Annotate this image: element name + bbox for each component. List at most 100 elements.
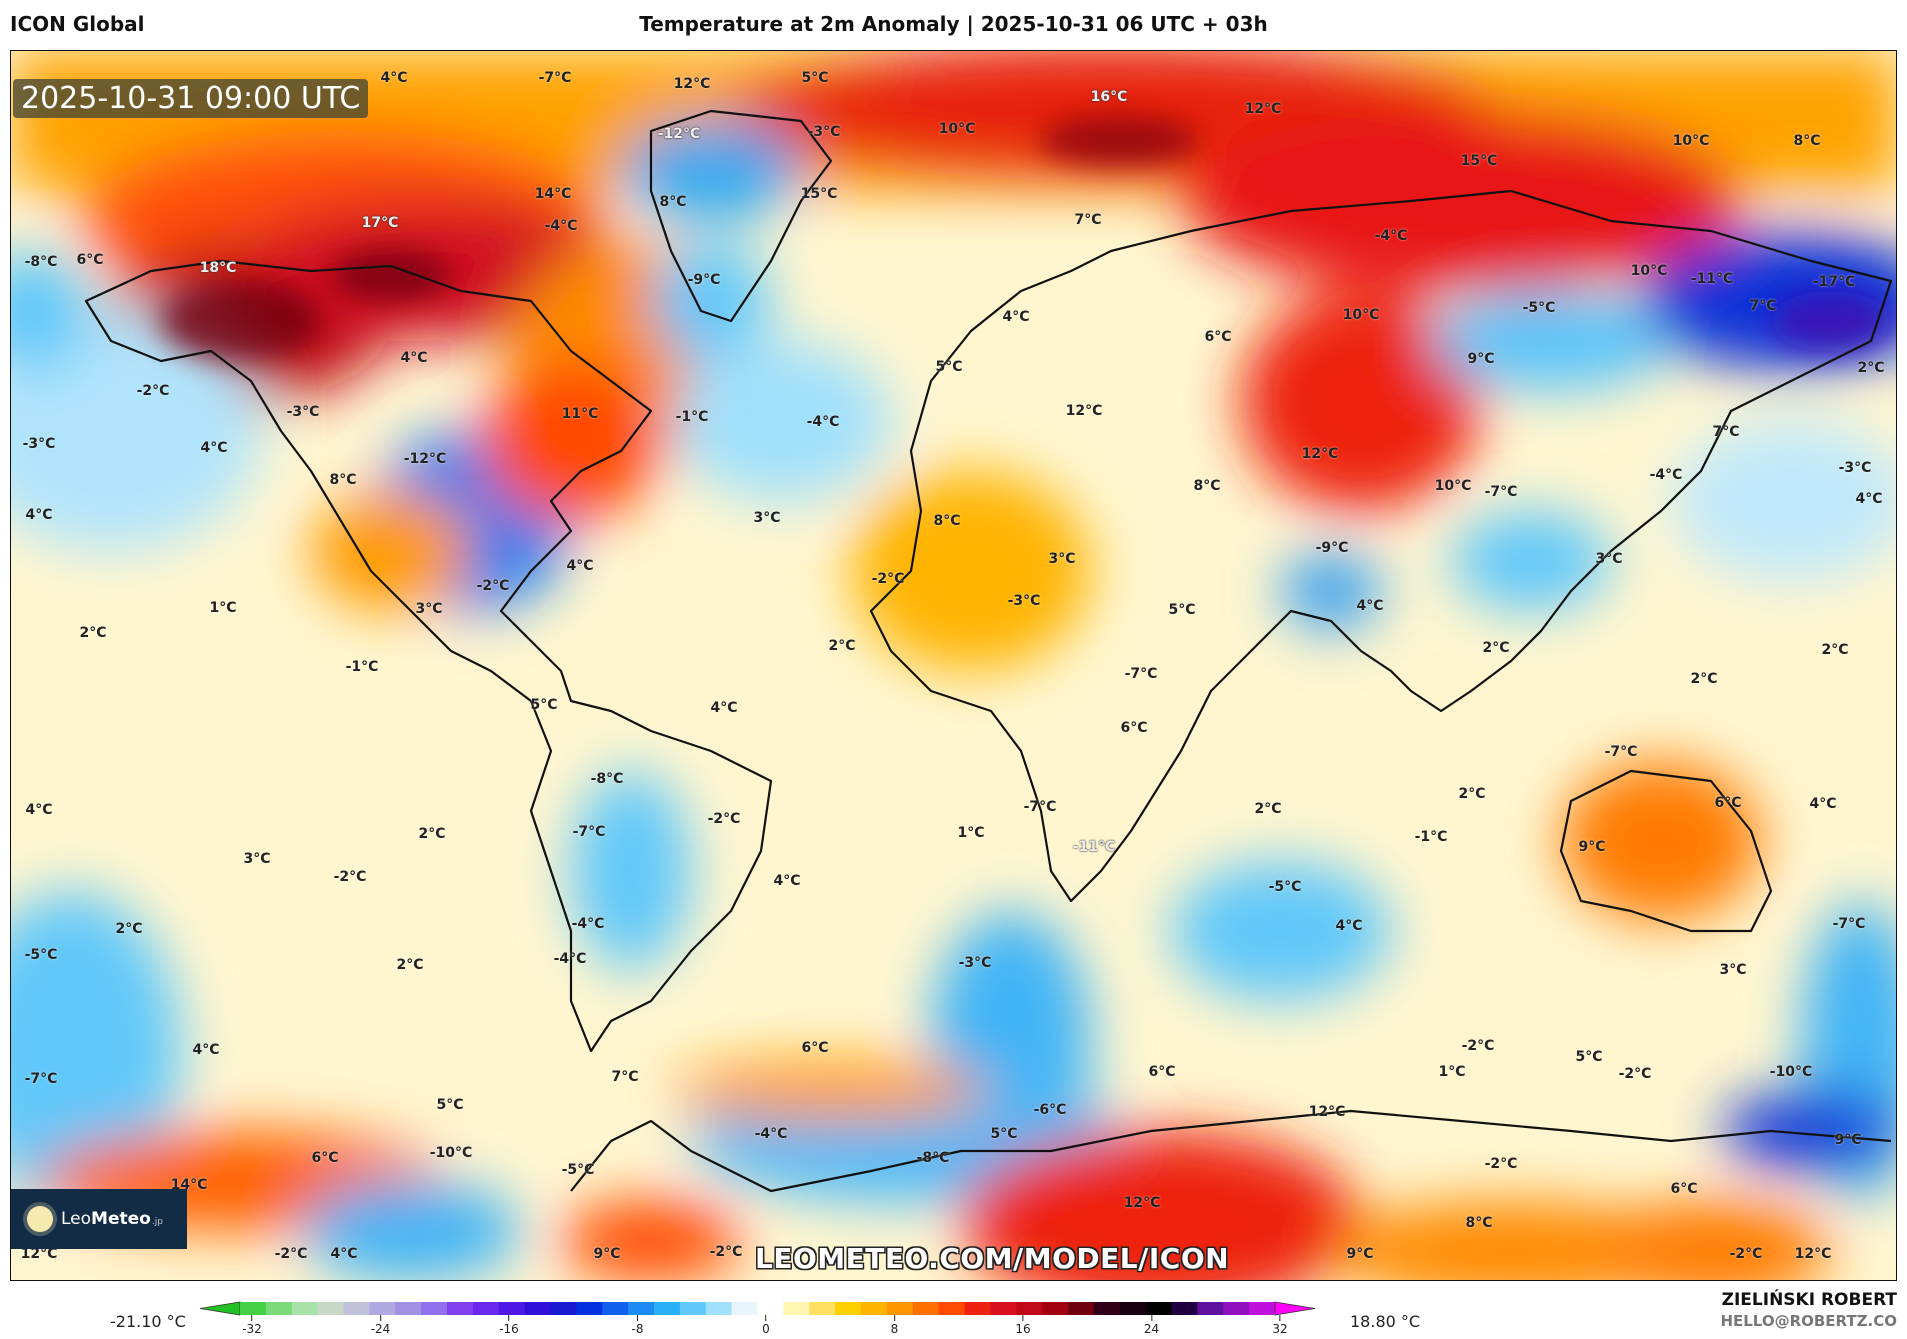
temperature-label: 4°C [773, 873, 801, 889]
temperature-label: -4°C [1374, 228, 1408, 244]
source-watermark[interactable]: LEOMETEO.COM/MODEL/ICON [755, 1242, 1230, 1275]
leometeo-logo[interactable]: LeoMeteo.jp [11, 1189, 187, 1249]
temperature-label: -3°C [807, 124, 841, 140]
colorbar-tick: -8 [632, 1315, 644, 1336]
map-fill [11, 51, 1896, 1280]
temperature-label: 6°C [76, 252, 104, 268]
temperature-label: -5°C [561, 1162, 595, 1178]
temperature-label: -8°C [916, 1150, 950, 1166]
temperature-label: 5°C [801, 70, 829, 86]
sun-icon [27, 1206, 53, 1232]
colorbar-tick: 0 [762, 1315, 770, 1336]
temperature-label: 4°C [400, 350, 428, 366]
colorbar-tick: -32 [242, 1315, 262, 1336]
temperature-label: 8°C [329, 472, 357, 488]
temperature-label: -2°C [707, 811, 741, 827]
temperature-label: -17°C [1812, 274, 1856, 290]
temperature-label: -7°C [1023, 799, 1057, 815]
temperature-label: -3°C [22, 436, 56, 452]
temperature-label: 2°C [1482, 640, 1510, 656]
temperature-label: 3°C [1719, 962, 1747, 978]
temperature-label: -8°C [24, 254, 58, 270]
temperature-label: 6°C [1148, 1064, 1176, 1080]
temperature-label: -8°C [590, 771, 624, 787]
temperature-label: 1°C [957, 825, 985, 841]
temperature-label: 2°C [396, 957, 424, 973]
temperature-label: 3°C [1595, 551, 1623, 567]
temperature-label: 8°C [1465, 1215, 1493, 1231]
author-email[interactable]: HELLO@ROBERTZ.CO [1720, 1312, 1897, 1330]
temperature-label: 9°C [1834, 1132, 1862, 1148]
temperature-label: 4°C [380, 70, 408, 86]
temperature-label: -2°C [871, 571, 905, 587]
temperature-label: 12°C [1123, 1195, 1161, 1211]
temperature-label: 5°C [530, 697, 558, 713]
temperature-label: 5°C [990, 1126, 1018, 1142]
temperature-label: -1°C [1414, 829, 1448, 845]
temperature-label: 8°C [1793, 133, 1821, 149]
temperature-label: -4°C [571, 916, 605, 932]
temperature-label: 11°C [561, 406, 599, 422]
logo-text: LeoMeteo.jp [61, 1209, 163, 1229]
temperature-label: -7°C [1484, 484, 1518, 500]
temperature-label: -7°C [538, 70, 572, 86]
temperature-label: 8°C [1193, 478, 1221, 494]
temperature-label: -10°C [1769, 1064, 1813, 1080]
temperature-label: 14°C [534, 186, 572, 202]
temperature-label: -10°C [429, 1145, 473, 1161]
temperature-label: 1°C [1438, 1064, 1466, 1080]
temperature-label: 15°C [800, 186, 838, 202]
temperature-label: 9°C [1467, 351, 1495, 367]
temperature-label: -3°C [286, 404, 320, 420]
temperature-label: -4°C [1649, 467, 1683, 483]
colorbar-max-value: 18.80 °C [1350, 1312, 1421, 1331]
temperature-label: 12°C [1244, 101, 1282, 117]
colorbar-min-value: -21.10 °C [110, 1312, 186, 1331]
temperature-label: 2°C [1821, 642, 1849, 658]
colorbar-tick: -24 [371, 1315, 391, 1336]
temperature-label: 4°C [1855, 491, 1883, 507]
temperature-label: 2°C [828, 638, 856, 654]
temperature-label: 12°C [1065, 403, 1103, 419]
temperature-label: 8°C [659, 194, 687, 210]
temperature-label: 6°C [311, 1150, 339, 1166]
temperature-label: 10°C [1434, 478, 1472, 494]
temperature-label: 5°C [935, 359, 963, 375]
temperature-label: 4°C [25, 507, 53, 523]
temperature-label: -2°C [136, 383, 170, 399]
temperature-label: 4°C [200, 440, 228, 456]
temperature-label: 10°C [1630, 263, 1668, 279]
author-credit: ZIELIŃSKI ROBERT [1721, 1290, 1897, 1310]
temperature-label: 10°C [938, 121, 976, 137]
temperature-label: 6°C [1714, 795, 1742, 811]
temperature-label: -2°C [1461, 1038, 1495, 1054]
temperature-label: 15°C [1460, 153, 1498, 169]
temperature-label: 4°C [192, 1042, 220, 1058]
temperature-label: 6°C [801, 1040, 829, 1056]
anomaly-map[interactable]: 2025-10-31 09:00 UTC 4°C -7°C 12°C 5°C -12°C… [10, 50, 1897, 1281]
temperature-label: 1°C [209, 600, 237, 616]
temperature-label: 4°C [566, 558, 594, 574]
temperature-label: -11°C [1072, 839, 1116, 855]
temperature-label: -2°C [709, 1244, 743, 1260]
temperature-label: 4°C [25, 802, 53, 818]
temperature-label: -4°C [754, 1126, 788, 1142]
temperature-label: 8°C [933, 513, 961, 529]
colorbar-tick: -16 [499, 1315, 519, 1336]
colorbar-tick: 32 [1272, 1315, 1287, 1336]
temperature-label: -7°C [1832, 916, 1866, 932]
temperature-label: -9°C [687, 272, 721, 288]
temperature-label: 5°C [1575, 1049, 1603, 1065]
temperature-label: -1°C [345, 659, 379, 675]
temperature-label: -1°C [675, 409, 709, 425]
temperature-label: 3°C [1048, 551, 1076, 567]
temperature-label: 5°C [436, 1097, 464, 1113]
colorbar-tick: 24 [1144, 1315, 1159, 1336]
temperature-label: 9°C [1578, 839, 1606, 855]
colorbar [199, 1301, 1316, 1316]
temperature-label: -12°C [403, 451, 447, 467]
colorbar-ticks: -32 -24 -16 -8 0 8 16 24 32 [200, 1315, 1315, 1339]
temperature-label: 12°C [20, 1246, 58, 1262]
temperature-label: 6°C [1204, 329, 1232, 345]
temperature-label: 6°C [1670, 1181, 1698, 1197]
